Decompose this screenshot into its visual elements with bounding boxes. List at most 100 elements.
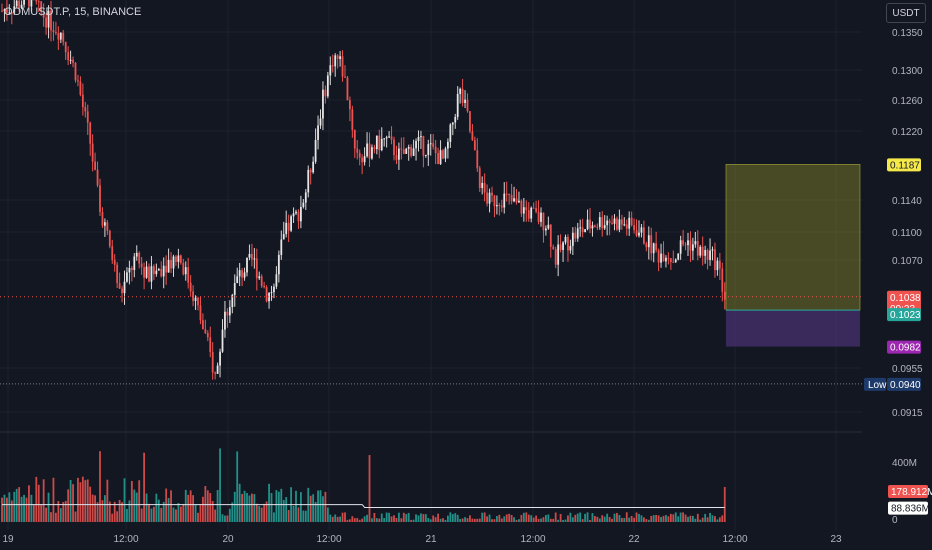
volume-bar bbox=[275, 490, 278, 522]
candle-body bbox=[346, 77, 349, 101]
candle-body bbox=[432, 143, 435, 147]
candle-body bbox=[545, 228, 547, 231]
volume-bar bbox=[606, 513, 609, 522]
volume-bar bbox=[647, 519, 650, 522]
volume-bar bbox=[498, 514, 501, 522]
candle-body bbox=[378, 135, 381, 151]
candle-body bbox=[77, 80, 79, 82]
volume-bar bbox=[530, 515, 533, 522]
volume-bar bbox=[398, 512, 400, 522]
candle-body bbox=[62, 32, 65, 42]
candle-body bbox=[265, 287, 268, 302]
candle-body bbox=[280, 239, 283, 255]
candle-body bbox=[1, 10, 3, 12]
volume-bar bbox=[319, 490, 322, 522]
candle-body bbox=[451, 122, 454, 125]
volume-bar bbox=[138, 480, 141, 522]
candle-body bbox=[508, 193, 511, 195]
candle-body bbox=[650, 235, 653, 254]
volume-bar bbox=[157, 499, 160, 522]
candle-body bbox=[574, 232, 577, 239]
volume-bar bbox=[447, 515, 449, 522]
x-tick-label: 23 bbox=[830, 534, 842, 545]
volume-bar bbox=[260, 507, 263, 522]
volume-bar bbox=[116, 511, 119, 522]
volume-bar bbox=[300, 492, 302, 522]
volume-bar bbox=[375, 518, 378, 522]
candle-body bbox=[689, 240, 692, 251]
candle-body bbox=[94, 161, 96, 170]
volume-bar bbox=[667, 516, 670, 522]
volume-bar bbox=[674, 512, 677, 522]
candle-body bbox=[309, 169, 312, 173]
candle-body bbox=[297, 211, 300, 222]
volume-bar bbox=[170, 490, 172, 522]
volume-bar bbox=[322, 496, 324, 522]
candle-body bbox=[23, 0, 25, 5]
candle-body bbox=[427, 144, 430, 155]
candle-body bbox=[459, 88, 462, 94]
candle-body bbox=[214, 372, 217, 374]
volume-bar bbox=[643, 517, 645, 522]
volume-bar bbox=[662, 515, 665, 522]
volume-bar bbox=[522, 512, 525, 522]
volume-bar bbox=[449, 512, 452, 522]
candle-body bbox=[522, 207, 525, 214]
volume-bar bbox=[175, 509, 177, 522]
volume-bar bbox=[45, 507, 47, 522]
volume-bar bbox=[91, 494, 94, 522]
volume-bar bbox=[709, 512, 711, 522]
volume-bar bbox=[542, 517, 545, 522]
candle-body bbox=[718, 260, 721, 269]
volume-bar bbox=[373, 512, 376, 522]
candle-body bbox=[243, 272, 246, 278]
volume-bar bbox=[238, 483, 241, 522]
volume-bar bbox=[1, 497, 3, 522]
candle-body bbox=[260, 276, 263, 287]
volume-bar bbox=[297, 507, 300, 522]
y-tick-label: 0.1350 bbox=[892, 28, 923, 39]
volume-bar bbox=[35, 476, 38, 522]
candle-body bbox=[498, 205, 501, 207]
volume-bar bbox=[508, 513, 511, 522]
volume-average-tag-bg bbox=[888, 501, 928, 515]
volume-bar bbox=[135, 492, 138, 522]
candle-body bbox=[503, 193, 506, 208]
y-tick-label: 0.0915 bbox=[892, 408, 923, 419]
candle-body bbox=[647, 235, 650, 248]
candle-body bbox=[326, 75, 329, 97]
volume-bar bbox=[258, 506, 261, 522]
volume-bar bbox=[206, 490, 209, 522]
volume-bar bbox=[40, 504, 43, 522]
time-axis[interactable]: 19 12:00 20 12:00 21 12:00 22 12:00 23 bbox=[2, 534, 842, 545]
stop-price-tag-bg bbox=[887, 340, 921, 354]
candle-body bbox=[496, 205, 498, 207]
candle-body bbox=[319, 118, 322, 126]
volume-bar bbox=[86, 479, 89, 522]
candle-body bbox=[344, 76, 346, 78]
candle-body bbox=[380, 138, 383, 151]
volume-bar bbox=[464, 517, 466, 522]
x-tick-label: 22 bbox=[628, 534, 640, 545]
candle-body bbox=[476, 150, 479, 169]
candle-body bbox=[701, 246, 704, 256]
volume-bar bbox=[204, 486, 207, 522]
candle-body bbox=[295, 211, 297, 214]
price-axis[interactable]: 0.1350 0.1300 0.1260 0.1220 0.1140 0.1100 0.10… bbox=[892, 28, 923, 526]
candle-body bbox=[104, 222, 106, 226]
candle-body bbox=[15, 0, 18, 7]
currency-button[interactable]: USDT bbox=[886, 3, 926, 23]
volume-current-tag-text: 178.912M bbox=[891, 487, 932, 498]
candle-body bbox=[246, 257, 248, 273]
volume-bar bbox=[630, 515, 633, 522]
long-position-tool[interactable] bbox=[725, 164, 861, 347]
candle-body bbox=[402, 149, 405, 154]
volume-bar bbox=[13, 491, 16, 522]
volume-bar bbox=[611, 518, 613, 522]
candle-body bbox=[248, 253, 251, 258]
candle-body bbox=[454, 116, 457, 123]
candle-body bbox=[383, 138, 386, 140]
volume-bar bbox=[491, 519, 493, 522]
candle-body bbox=[461, 88, 464, 104]
